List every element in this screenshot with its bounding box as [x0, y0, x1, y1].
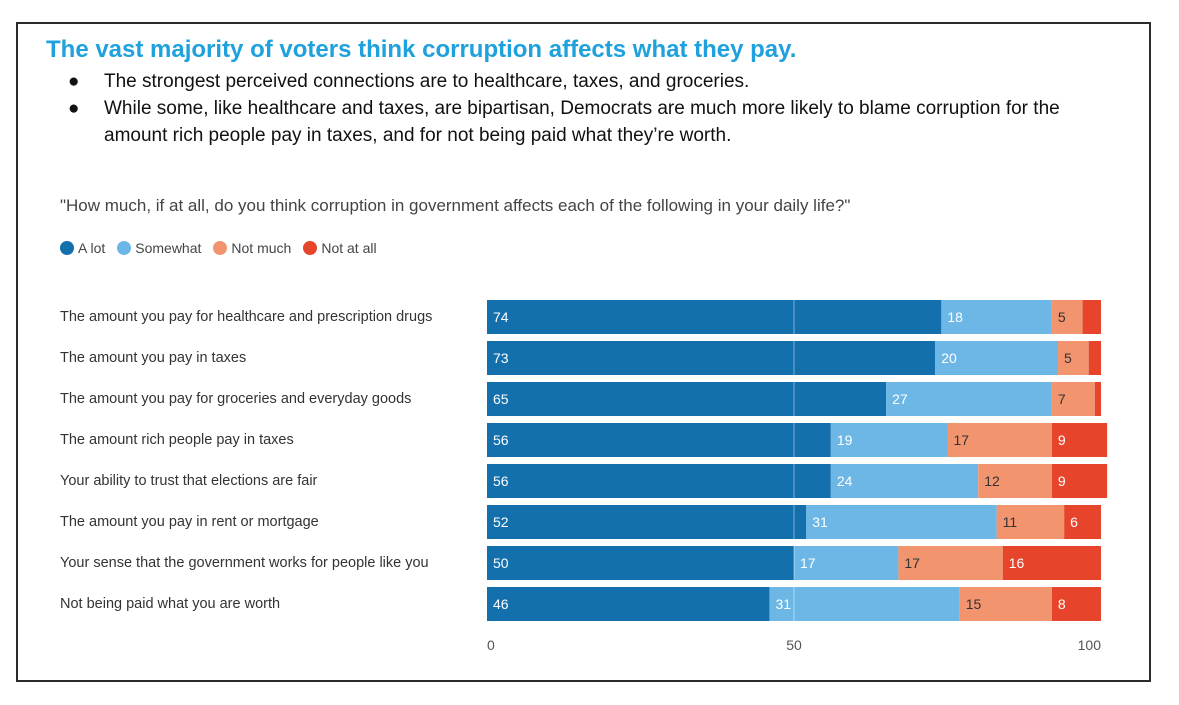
data-label: 74	[493, 309, 509, 325]
row-label: The amount you pay in rent or mortgage	[60, 514, 319, 530]
bar-segment	[1064, 505, 1101, 539]
bar-segment	[1051, 423, 1108, 457]
bar-segment	[1058, 341, 1089, 375]
bar-segment	[487, 423, 831, 457]
data-label: 5	[1064, 350, 1072, 366]
bar-segment	[947, 423, 1052, 457]
bar-segment	[806, 505, 997, 539]
data-label: 17	[800, 555, 816, 571]
row-label: Your ability to trust that elections are…	[60, 473, 318, 489]
legend-swatch-not-much	[213, 241, 228, 255]
data-label: 6	[1070, 514, 1078, 530]
bullet-icon: ●	[68, 98, 80, 119]
data-label: 65	[493, 391, 509, 407]
x-tick-label: 100	[1078, 637, 1102, 653]
legend-item-a-lot: A lot	[60, 240, 105, 256]
data-label: 56	[493, 432, 509, 448]
row-label: The amount rich people pay in taxes	[60, 432, 294, 448]
data-label: 27	[892, 391, 908, 407]
data-label: 16	[1009, 555, 1025, 571]
bar-segment	[769, 587, 960, 621]
data-label: 19	[837, 432, 853, 448]
bar-segment	[487, 546, 794, 580]
data-label: 9	[1058, 432, 1066, 448]
data-label: 46	[493, 596, 509, 612]
bar-segment	[1002, 546, 1101, 580]
bar-segment	[830, 464, 979, 498]
bar-segment	[487, 300, 942, 334]
legend-label: A lot	[78, 240, 106, 256]
data-label: 17	[904, 555, 920, 571]
bar-segment	[487, 505, 807, 539]
legend-swatch-somewhat	[117, 241, 132, 255]
data-label: 15	[966, 596, 982, 612]
data-label: 20	[941, 350, 957, 366]
data-label: 9	[1058, 473, 1066, 489]
bar-segment	[886, 382, 1052, 416]
bar-segment	[941, 300, 1052, 334]
legend-item-somewhat: Somewhat	[117, 240, 201, 256]
data-label: 17	[954, 432, 970, 448]
bar-segment	[794, 546, 899, 580]
data-label: 73	[493, 350, 509, 366]
bar-segment	[1051, 587, 1101, 621]
survey-question: "How much, if at all, do you think corru…	[60, 196, 851, 215]
legend-label: Not at all	[321, 240, 377, 256]
row-label: Your sense that the government works for…	[60, 555, 429, 571]
bar-segment	[996, 505, 1065, 539]
data-label: 50	[493, 555, 509, 571]
row-label: The amount you pay for healthcare and pr…	[60, 309, 433, 325]
bar-segment	[959, 587, 1052, 621]
bar-segment	[487, 464, 831, 498]
bar-segment	[1088, 341, 1101, 375]
bar-segment	[1094, 382, 1101, 416]
bar-segment	[1051, 382, 1095, 416]
data-label: 31	[812, 514, 828, 530]
data-label: 52	[493, 514, 509, 530]
bullet-text: The strongest perceived connections are …	[104, 71, 750, 92]
bullet-item: ● While some, like healthcare and taxes, …	[64, 95, 1074, 149]
data-label: 7	[1058, 391, 1066, 407]
data-label: 24	[837, 473, 853, 489]
chart-legend: A lot Somewhat Not much Not at all	[60, 240, 389, 256]
bar-segment	[1051, 464, 1108, 498]
bar-segment	[1082, 300, 1101, 334]
slide-title: The vast majority of voters think corrup…	[46, 36, 797, 63]
bar-segment	[1051, 300, 1083, 334]
legend-item-not-at-all: Not at all	[303, 240, 377, 256]
legend-label: Somewhat	[135, 240, 202, 256]
x-tick-label: 50	[786, 637, 802, 653]
x-tick-label: 0	[487, 637, 495, 653]
row-label: The amount you pay in taxes	[60, 350, 247, 366]
bullet-item: ● The strongest perceived connections are…	[64, 68, 1074, 95]
data-label: 11	[1003, 514, 1018, 530]
bullet-list: ● The strongest perceived connections are…	[64, 68, 1074, 149]
legend-swatch-a-lot	[60, 241, 74, 255]
legend-swatch-not-at-all	[303, 241, 318, 255]
data-label: 8	[1058, 596, 1066, 612]
row-label: The amount you pay for groceries and eve…	[60, 391, 412, 407]
bar-segment	[830, 423, 948, 457]
data-label: 56	[493, 473, 509, 489]
data-label: 18	[947, 309, 963, 325]
bar-segment	[487, 587, 770, 621]
legend-label: Not much	[231, 240, 292, 256]
bar-segment	[487, 341, 936, 375]
legend-item-not-much: Not much	[213, 240, 291, 256]
bullet-icon: ●	[68, 71, 80, 92]
data-label: 31	[775, 596, 791, 612]
bullet-text: While some, like healthcare and taxes, a…	[104, 98, 1060, 146]
data-label: 5	[1058, 309, 1066, 325]
bar-segment	[487, 382, 887, 416]
bar-segment	[935, 341, 1059, 375]
bar-segment	[898, 546, 1003, 580]
bar-segment	[978, 464, 1052, 498]
row-label: Not being paid what you are worth	[60, 596, 281, 612]
data-label: 12	[984, 473, 1000, 489]
